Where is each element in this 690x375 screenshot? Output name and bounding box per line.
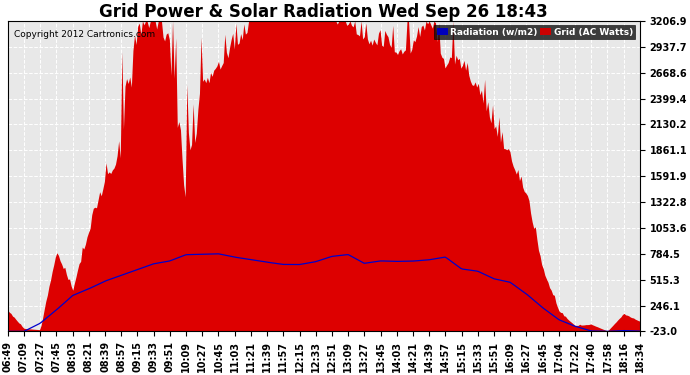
Legend: Radiation (w/m2), Grid (AC Watts): Radiation (w/m2), Grid (AC Watts) (435, 26, 635, 39)
Title: Grid Power & Solar Radiation Wed Sep 26 18:43: Grid Power & Solar Radiation Wed Sep 26 … (99, 3, 548, 21)
Text: Copyright 2012 Cartronics.com: Copyright 2012 Cartronics.com (14, 30, 155, 39)
